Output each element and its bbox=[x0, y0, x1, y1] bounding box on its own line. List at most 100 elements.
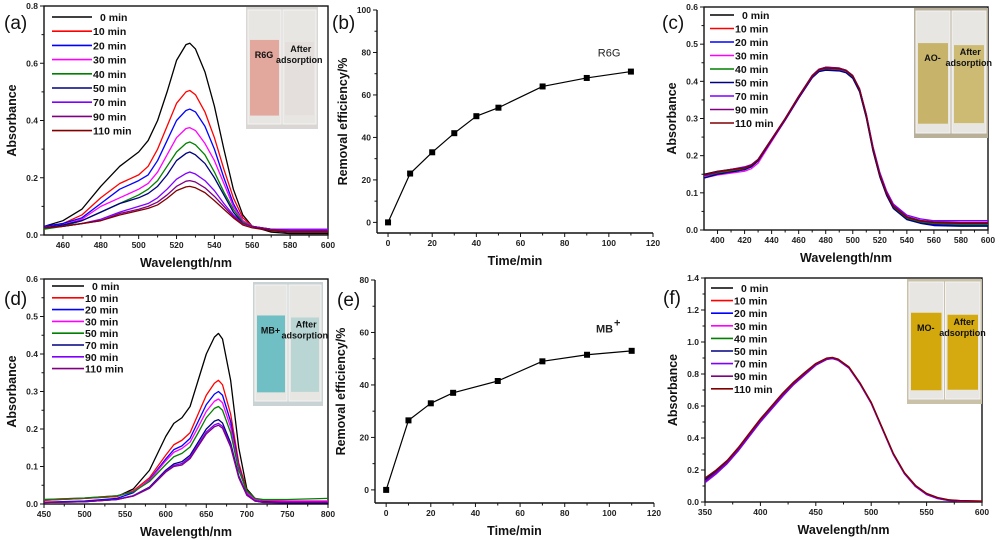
legend-label: 70 min bbox=[93, 97, 126, 109]
y-axis-label: Absorbance bbox=[665, 82, 679, 154]
data-point bbox=[628, 347, 635, 354]
y-tick-label: 0.6 bbox=[687, 401, 699, 411]
y-tick-label: 80 bbox=[360, 275, 370, 285]
data-point bbox=[473, 113, 480, 120]
x-axis-label: Time/min bbox=[487, 524, 542, 538]
y-tick-label: 0.8 bbox=[687, 369, 699, 379]
y-axis-label: Removal efficiency/% bbox=[334, 328, 348, 456]
x-tick-label: 540 bbox=[207, 240, 221, 250]
x-tick-label: 100 bbox=[602, 238, 616, 248]
inset-label-dye: MB+ bbox=[261, 325, 280, 335]
x-tick-label: 40 bbox=[471, 508, 481, 518]
y-axis-label: Removal efficiency/% bbox=[336, 58, 350, 186]
data-point bbox=[427, 400, 434, 407]
legend-label: 20 min bbox=[85, 305, 118, 317]
panel-f: 350 400 450 500 550 600 0.0 0.2 0.4 0.6 0.8 1.0 1.2 1… bbox=[663, 273, 989, 537]
legend-label: 90 min bbox=[93, 111, 126, 123]
x-tick-label: 600 bbox=[981, 235, 995, 245]
y-tick-label: 0.5 bbox=[26, 312, 38, 322]
x-tick-label: 700 bbox=[240, 509, 254, 519]
y-tick-label: 0.4 bbox=[26, 116, 38, 126]
panel-a: 460 480 500 520 540 560 580 600 0.0 0.2 0.4 0.6 0.8 W… bbox=[4, 1, 335, 270]
legend-label: 40 min bbox=[734, 333, 767, 345]
x-tick-label: 560 bbox=[245, 240, 259, 250]
y-tick-label: 40 bbox=[360, 380, 370, 390]
y-axis-label: Absorbance bbox=[666, 354, 680, 426]
x-axis-label: Wavelength/nm bbox=[800, 251, 892, 265]
panel-label: (f) bbox=[663, 288, 681, 309]
x-tick-label: 500 bbox=[846, 235, 860, 245]
x-axis-label: Wavelength/nm bbox=[798, 523, 890, 537]
x-tick-label: 600 bbox=[159, 509, 173, 519]
panel-e: 0 20 40 60 80 100 120 0 20 40 60 80 Time/min Removal … bbox=[334, 275, 661, 538]
inset-label-dye: AO- bbox=[924, 53, 941, 63]
y-axis-label: Absorbance bbox=[5, 355, 19, 427]
series-line-110-min bbox=[704, 67, 988, 224]
y-tick-label: 1.4 bbox=[687, 273, 699, 283]
panel-label: (d) bbox=[4, 289, 27, 310]
inset-label-after: After bbox=[290, 44, 311, 54]
data-point bbox=[627, 68, 634, 75]
x-tick-label: 550 bbox=[920, 507, 934, 517]
y-tick-label: 0.1 bbox=[686, 188, 698, 198]
x-tick-label: 120 bbox=[647, 508, 661, 518]
data-point bbox=[584, 351, 591, 358]
y-tick-label: 0.4 bbox=[687, 433, 699, 443]
y-tick-label: 0.2 bbox=[686, 151, 698, 161]
panel-label: (a) bbox=[4, 13, 27, 34]
series-line-mb- bbox=[385, 350, 632, 491]
legend-label: 40 min bbox=[93, 69, 126, 81]
data-point bbox=[405, 417, 412, 424]
legend-label: 10 min bbox=[735, 24, 768, 36]
liquid-right bbox=[291, 317, 319, 392]
liquid-left bbox=[257, 315, 285, 393]
legend-label: 0 min bbox=[100, 12, 127, 24]
x-tick-label: 0 bbox=[386, 238, 391, 248]
y-tick-label: 60 bbox=[362, 90, 372, 100]
y-tick-label: 0.2 bbox=[26, 424, 38, 434]
y-tick-label: 20 bbox=[362, 175, 372, 185]
data-point bbox=[539, 83, 546, 90]
legend-label: 20 min bbox=[734, 308, 767, 320]
legend-label: 10 min bbox=[93, 26, 126, 38]
panel-c: 400 420 440 460 480 500 520 540 560 580 600 0.0 0.1 0… bbox=[662, 2, 995, 265]
series-line-r6g bbox=[387, 70, 632, 223]
x-tick-label: 750 bbox=[280, 509, 294, 519]
y-tick-label: 0.2 bbox=[687, 465, 699, 475]
x-tick-label: 460 bbox=[56, 240, 70, 250]
liquid-left bbox=[250, 39, 279, 116]
y-tick-label: 0.1 bbox=[26, 462, 38, 472]
x-axis-label: Wavelength/nm bbox=[140, 256, 232, 270]
data-point bbox=[495, 104, 502, 111]
x-tick-label: 400 bbox=[710, 235, 724, 245]
y-tick-label: 0.4 bbox=[26, 349, 38, 359]
legend-label: 10 min bbox=[734, 296, 767, 308]
series-group bbox=[704, 66, 988, 227]
liquid-right bbox=[954, 45, 984, 124]
x-tick-label: 650 bbox=[199, 509, 213, 519]
legend-label: 10 min bbox=[85, 293, 118, 305]
series-line-110-min bbox=[44, 185, 328, 233]
data-point bbox=[451, 130, 458, 137]
inset-label-after: After bbox=[953, 317, 974, 327]
y-tick-label: 1.0 bbox=[687, 337, 699, 347]
legend-label: 70 min bbox=[85, 340, 118, 352]
y-tick-label: 0.6 bbox=[26, 274, 38, 284]
x-tick-label: 480 bbox=[94, 240, 108, 250]
legend-label: 50 min bbox=[93, 83, 126, 95]
y-tick-label: 0 bbox=[364, 485, 369, 495]
y-axis-label: Absorbance bbox=[5, 84, 19, 156]
legend-label: 30 min bbox=[735, 51, 768, 63]
y-tick-label: 40 bbox=[362, 132, 372, 142]
y-tick-label: 0.0 bbox=[26, 499, 38, 509]
legend-label: 50 min bbox=[85, 328, 118, 340]
series-group bbox=[44, 42, 328, 235]
x-tick-label: 500 bbox=[864, 507, 878, 517]
legend-label: 40 min bbox=[735, 64, 768, 76]
data-point bbox=[494, 378, 501, 385]
x-tick-label: 20 bbox=[426, 508, 436, 518]
panel-b: 0 20 40 60 80 100 120 0 20 40 60 80 100 Time/min Remov… bbox=[332, 5, 660, 268]
